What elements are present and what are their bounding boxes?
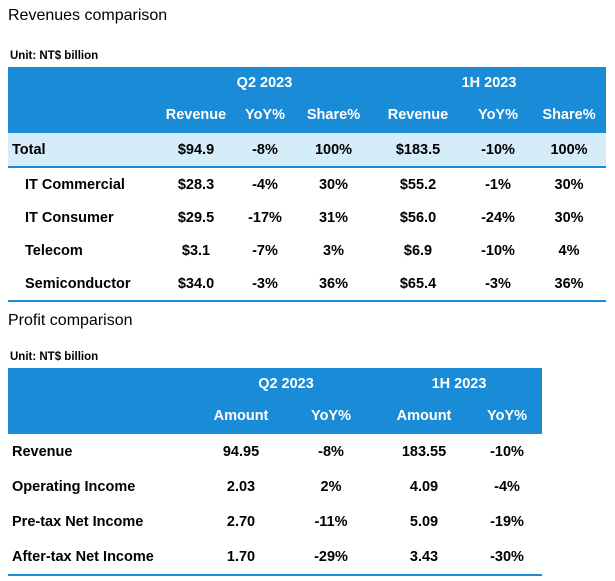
table-cell: $183.5 bbox=[372, 131, 464, 168]
table-row: Telecom $3.1 -7% 3% $6.9 -10% 4% bbox=[8, 234, 606, 267]
header-spacer bbox=[8, 368, 196, 400]
row-label: Pre-tax Net Income bbox=[12, 513, 144, 530]
row-label: Operating Income bbox=[12, 478, 136, 495]
table-cell: 31% bbox=[318, 209, 349, 226]
row-label: IT Consumer bbox=[25, 209, 114, 226]
profit-unit-label: Unit: NT$ billion bbox=[10, 351, 99, 363]
revenue-section-title: Revenues comparison bbox=[8, 7, 168, 24]
table-cell: 94.95 bbox=[196, 432, 286, 469]
table-row: IT Consumer $29.5 -17% 31% $56.0 -24% 30… bbox=[8, 201, 606, 234]
table-cell: 1.70 bbox=[226, 548, 256, 565]
table-cell: 2% bbox=[320, 478, 342, 495]
table-cell: $29.5 bbox=[177, 209, 215, 226]
table-cell: -8% bbox=[235, 131, 295, 168]
table-cell: -19% bbox=[490, 513, 524, 530]
profit-table: Q2 2023 1H 2023 Amount YoY% Amount YoY% … bbox=[8, 368, 543, 576]
table-cell: -10% bbox=[464, 131, 532, 168]
column-header: Amount bbox=[396, 408, 452, 424]
row-label: Semiconductor bbox=[25, 275, 131, 292]
revenue-unit-label: Unit: NT$ billion bbox=[10, 50, 99, 62]
row-label: After-tax Net Income bbox=[12, 548, 154, 565]
table-cell: 3.43 bbox=[409, 548, 439, 565]
table-cell: 2.03 bbox=[226, 478, 256, 495]
table-cell: $28.3 bbox=[177, 176, 215, 193]
table-cell: 100% bbox=[532, 131, 607, 168]
table-cell: -11% bbox=[314, 513, 348, 530]
header-spacer bbox=[8, 400, 196, 433]
table-cell: $65.4 bbox=[399, 275, 437, 292]
period-header-q2-2023: Q2 2023 bbox=[236, 75, 293, 91]
table-cell: -29% bbox=[314, 548, 348, 565]
table-cell: -1% bbox=[485, 176, 511, 193]
table-cell: $6.9 bbox=[403, 242, 433, 259]
profit-column-header-row: Amount YoY% Amount YoY% bbox=[8, 400, 543, 433]
table-cell: $56.0 bbox=[399, 209, 437, 226]
period-header-q2-2023: Q2 2023 bbox=[258, 376, 314, 392]
table-cell: -8% bbox=[286, 432, 377, 469]
table-cell: -17% bbox=[248, 209, 282, 226]
table-cell: 3% bbox=[323, 242, 344, 259]
column-header: YoY% bbox=[477, 107, 519, 123]
table-row-total: Total $94.9 -8% 100% $183.5 -10% 100% bbox=[8, 131, 607, 168]
table-row: Operating Income 2.03 2% 4.09 -4% bbox=[8, 469, 542, 504]
table-cell: $55.2 bbox=[399, 176, 437, 193]
table-cell: 4.09 bbox=[409, 478, 439, 495]
table-cell: $34.0 bbox=[177, 275, 215, 292]
table-cell: 5.09 bbox=[409, 513, 439, 530]
column-header: Revenue bbox=[165, 107, 227, 123]
table-row: Semiconductor $34.0 -3% 36% $65.4 -3% 36… bbox=[8, 267, 606, 301]
table-row: Pre-tax Net Income 2.70 -11% 5.09 -19% bbox=[8, 504, 542, 539]
table-cell: $94.9 bbox=[157, 131, 235, 168]
revenue-column-header-row: Revenue YoY% Share% Revenue YoY% Share% bbox=[8, 99, 607, 132]
row-label: Telecom bbox=[25, 242, 83, 259]
period-header-1h-2023: 1H 2023 bbox=[461, 75, 517, 91]
revenue-period-header-row: Q2 2023 1H 2023 bbox=[8, 67, 607, 99]
table-cell: -4% bbox=[494, 478, 520, 495]
table-cell: $3.1 bbox=[181, 242, 211, 259]
table-cell: 100% bbox=[295, 131, 372, 168]
table-row: IT Commercial $28.3 -4% 30% $55.2 -1% 30… bbox=[8, 167, 606, 201]
table-cell: 30% bbox=[554, 209, 584, 226]
column-header: Amount bbox=[213, 408, 269, 424]
table-cell: -24% bbox=[481, 209, 515, 226]
header-spacer bbox=[8, 99, 157, 132]
table-cell: -10% bbox=[472, 432, 543, 469]
table-cell: 4% bbox=[558, 242, 580, 259]
period-header-1h-2023: 1H 2023 bbox=[431, 376, 487, 392]
table-cell: 30% bbox=[318, 176, 349, 193]
table-cell: -10% bbox=[481, 242, 515, 259]
table-cell: 2.70 bbox=[226, 513, 256, 530]
table-row: After-tax Net Income 1.70 -29% 3.43 -30% bbox=[8, 539, 542, 575]
row-label: Revenue bbox=[8, 432, 196, 469]
column-header: Revenue bbox=[387, 107, 449, 123]
table-cell: 36% bbox=[554, 275, 584, 292]
table-cell: -30% bbox=[490, 548, 524, 565]
table-cell: 183.55 bbox=[376, 432, 473, 469]
table-cell: -4% bbox=[252, 176, 278, 193]
column-header: Share% bbox=[542, 107, 596, 123]
profit-section-title: Profit comparison bbox=[8, 312, 133, 329]
table-row: Revenue 94.95 -8% 183.55 -10% bbox=[8, 432, 543, 469]
column-header: YoY% bbox=[310, 408, 352, 424]
profit-period-header-row: Q2 2023 1H 2023 bbox=[8, 368, 543, 400]
header-spacer bbox=[8, 67, 157, 99]
row-label: Total bbox=[8, 131, 157, 168]
table-cell: 30% bbox=[554, 176, 584, 193]
column-header: YoY% bbox=[244, 107, 286, 123]
table-cell: 36% bbox=[318, 275, 349, 292]
table-cell: -3% bbox=[485, 275, 511, 292]
table-cell: -3% bbox=[252, 275, 278, 292]
revenue-table: Q2 2023 1H 2023 Revenue YoY% Share% Reve… bbox=[8, 67, 607, 302]
column-header: YoY% bbox=[487, 408, 528, 424]
column-header: Share% bbox=[306, 107, 361, 123]
row-label: IT Commercial bbox=[25, 176, 125, 193]
table-cell: -7% bbox=[252, 242, 278, 259]
